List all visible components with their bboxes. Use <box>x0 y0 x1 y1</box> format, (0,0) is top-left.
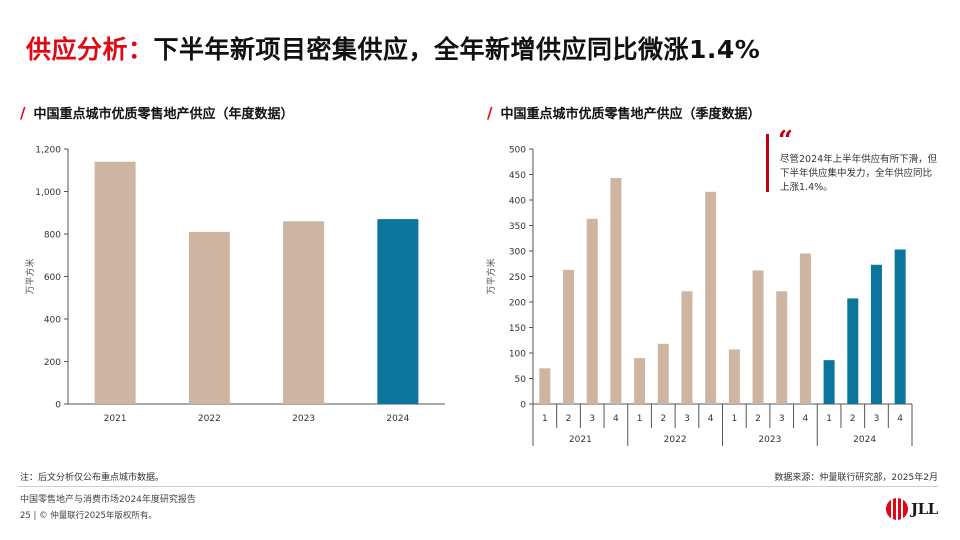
quarterly-y-tick-label: 100 <box>509 350 526 360</box>
page-title: 供应分析：下半年新项目密集供应，全年新增供应同比微涨1.4% <box>26 30 760 66</box>
page-title-accent: 供应分析： <box>26 35 154 64</box>
quarterly-quarter-label: 2 <box>850 414 856 424</box>
quarterly-year-label: 2023 <box>758 435 781 445</box>
quarterly-quarter-label: 3 <box>779 414 785 424</box>
quarterly-bar-2023-q3 <box>776 291 788 404</box>
annual-y-tick-label: 200 <box>44 358 61 368</box>
quarterly-quarter-label: 4 <box>897 414 903 424</box>
quarterly-y-tick-label: 300 <box>509 248 526 258</box>
quarterly-quarter-label: 3 <box>589 414 595 424</box>
quarterly-chart-title: / 中国重点城市优质零售地产供应（季度数据） <box>487 103 761 122</box>
quarterly-year-label: 2021 <box>569 435 592 445</box>
annual-y-tick-label: 600 <box>44 273 61 283</box>
quarterly-quarter-label: 2 <box>566 414 572 424</box>
quarterly-quarter-label: 4 <box>708 414 714 424</box>
report-name: 中国零售地产与消费市场2024年度研究报告 <box>20 495 196 505</box>
page-title-rest: 下半年新项目密集供应，全年新增供应同比微涨1.4% <box>153 35 761 64</box>
annual-y-tick-label: 400 <box>44 316 61 326</box>
annual-bar-2022 <box>188 231 230 404</box>
quarterly-y-tick-label: 400 <box>509 197 526 207</box>
annual-bar-2024 <box>377 219 419 404</box>
annual-x-tick-label: 2021 <box>104 414 127 424</box>
annual-bar-2021 <box>94 161 136 404</box>
quarterly-bar-2021-q1 <box>539 368 551 404</box>
quarterly-y-axis-label: 万平方米 <box>485 258 497 294</box>
quarterly-y-tick-label: 200 <box>509 299 526 309</box>
quarterly-quarter-label: 3 <box>874 414 880 424</box>
footnote: 注：后文分析仅公布重点城市数据。 <box>20 473 165 483</box>
footer-divider <box>18 486 938 487</box>
annual-y-axis-label: 万平方米 <box>24 258 36 294</box>
annual-x-tick-label: 2024 <box>386 414 409 424</box>
annual-y-tick-label: 800 <box>44 231 61 241</box>
annual-bar-2023 <box>283 221 325 404</box>
quarterly-bar-2022-q1 <box>634 358 646 404</box>
quarterly-y-tick-label: 250 <box>509 273 526 283</box>
quarterly-y-tick-label: 500 <box>509 146 526 156</box>
slash-icon: / <box>487 104 493 122</box>
quarterly-quarter-label: 2 <box>660 414 666 424</box>
quarterly-bar-2022-q2 <box>657 343 669 404</box>
quarterly-chart-title-text: 中国重点城市优质零售地产供应（季度数据） <box>500 107 761 122</box>
quarterly-bar-2021-q3 <box>586 218 598 404</box>
jll-logo: JLL <box>886 498 940 522</box>
callout-text: 尽管2024年上半年供应有所下滑，但下半年供应集中发力，全年供应同比上涨1.4%… <box>780 154 938 193</box>
quarterly-y-tick-label: 350 <box>509 222 526 232</box>
quarterly-bar-2024-q1 <box>823 360 835 404</box>
jll-logo-mark-icon <box>886 498 908 520</box>
annual-x-tick-label: 2022 <box>198 414 221 424</box>
quarterly-y-tick-label: 50 <box>515 375 527 385</box>
quarterly-bar-2021-q4 <box>610 178 622 404</box>
slash-icon: / <box>20 104 26 122</box>
quarterly-bar-2021-q2 <box>563 269 575 404</box>
quarterly-quarter-label: 3 <box>684 414 690 424</box>
copyright: 25 | © 仲量联行2025年版权所有。 <box>20 511 157 521</box>
quarterly-quarter-label: 1 <box>542 414 548 424</box>
quarterly-bar-2024-q3 <box>870 264 882 404</box>
quarterly-quarter-label: 1 <box>637 414 643 424</box>
quarterly-quarter-label: 2 <box>755 414 761 424</box>
annual-y-tick-label: 1,000 <box>35 188 61 198</box>
data-source: 数据来源：仲量联行研究部，2025年2月 <box>774 473 938 483</box>
quarterly-quarter-label: 1 <box>731 414 737 424</box>
annual-y-tick-label: 0 <box>55 401 61 411</box>
annual-x-tick-label: 2023 <box>292 414 315 424</box>
quarterly-bar-2023-q1 <box>728 349 740 404</box>
quarterly-year-label: 2024 <box>853 435 876 445</box>
callout-box: “ 尽管2024年上半年供应有所下滑，但下半年供应集中发力，全年供应同比上涨1.… <box>766 128 937 193</box>
quarterly-bar-2022-q4 <box>705 191 717 404</box>
quarterly-bar-2023-q4 <box>799 253 811 404</box>
annual-chart-title: / 中国重点城市优质零售地产供应（年度数据） <box>20 103 294 122</box>
quarterly-bar-2024-q2 <box>847 298 859 404</box>
quarterly-quarter-label: 1 <box>826 414 832 424</box>
quote-icon: “ <box>778 126 793 156</box>
quarterly-bar-2023-q2 <box>752 270 764 404</box>
quarterly-y-tick-label: 450 <box>509 171 526 181</box>
quarterly-bar-2024-q4 <box>894 249 906 404</box>
annual-chart-title-text: 中国重点城市优质零售地产供应（年度数据） <box>33 107 294 122</box>
quarterly-quarter-label: 4 <box>803 414 809 424</box>
quarterly-bar-2022-q3 <box>681 291 693 404</box>
jll-logo-text: JLL <box>911 500 938 518</box>
quarterly-y-tick-label: 150 <box>509 324 526 334</box>
annual-y-tick-label: 1,200 <box>35 146 61 156</box>
quarterly-quarter-label: 4 <box>613 414 619 424</box>
quarterly-y-tick-label: 0 <box>520 401 526 411</box>
quarterly-year-label: 2022 <box>664 435 687 445</box>
